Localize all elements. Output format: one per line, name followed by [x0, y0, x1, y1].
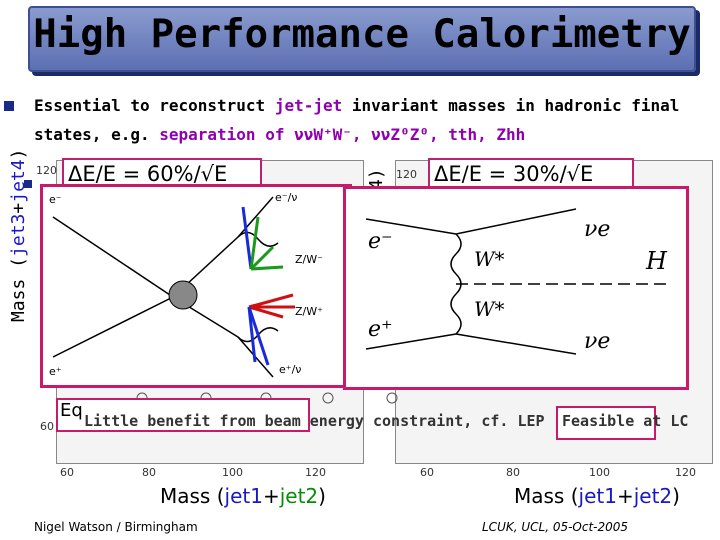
feynman-diagram-higgs: e⁻ e⁺ W* W* νe νe H — [343, 186, 689, 390]
left-x-axis-label: Mass (jet1+jet2) — [160, 484, 326, 508]
left-x-tick-120: 120 — [305, 466, 326, 479]
left-y-tick-top: 120 — [36, 164, 57, 177]
feynman-left-label-enu-top: e⁻/ν — [275, 191, 298, 204]
right-x-tick-120: 120 — [675, 466, 696, 479]
title-banner — [28, 6, 696, 72]
feynman-right-label-wstar-top: W* — [474, 247, 505, 271]
left-x-tick-80: 80 — [142, 466, 156, 479]
overlay-feasible-text: Feasible at LC — [562, 412, 689, 430]
feynman-right-label-nue-bottom: νe — [584, 329, 611, 354]
bullet-marker — [4, 101, 14, 111]
right-x-tick-100: 100 — [589, 466, 610, 479]
overlay-feasible-box — [556, 406, 656, 440]
page-title: High Performance Calorimetry — [33, 12, 691, 57]
right-x-tick-80: 80 — [506, 466, 520, 479]
feynman-left-label-zw-plus: Z/W⁺ — [295, 305, 323, 318]
bullet-line-1: Essential to reconstruct jet-jet invaria… — [34, 96, 680, 115]
footer-author: Nigel Watson / Birmingham — [34, 520, 198, 534]
left-y-tick-bottom: 60 — [40, 420, 54, 433]
left-x-tick-60: 60 — [60, 466, 74, 479]
left-x-tick-100: 100 — [222, 466, 243, 479]
feynman-right-label-higgs: H — [646, 247, 667, 275]
feynman-left-label-zw-minus: Z/W⁻ — [295, 253, 323, 266]
resolution-30-label: ΔE/E = 30%/√E — [428, 158, 634, 190]
right-y-tick-top: 120 — [396, 168, 417, 181]
right-x-tick-60: 60 — [420, 466, 434, 479]
feynman-diagram-right-svg — [365, 208, 666, 355]
bullet-marker-2 — [24, 180, 32, 188]
feynman-right-label-eplus: e⁺ — [368, 317, 393, 342]
feynman-right-label-eminus: e⁻ — [368, 229, 393, 254]
footer-venue-date: LCUK, UCL, 05-Oct-2005 — [482, 520, 629, 534]
feynman-left-label-eplus: e⁺ — [49, 365, 62, 378]
feynman-diagram-left-svg — [52, 196, 295, 378]
feynman-left-label-enu-bottom: e⁺/ν — [279, 363, 302, 376]
left-y-axis-label: Mass (jet3+jet4) — [8, 148, 29, 322]
feynman-right-label-wstar-bottom: W* — [474, 297, 505, 321]
overlay-little-benefit-text: Little benefit from beam energy constrai… — [84, 412, 545, 430]
bullet-line-2: states, e.g. separation of ννW⁺W⁻, ννZ⁰Z… — [34, 125, 526, 144]
overlay-eq-text: Eq — [60, 400, 83, 421]
feynman-left-label-eminus: e⁻ — [49, 193, 62, 206]
overlay-eq-box — [56, 398, 310, 432]
right-x-axis-label: Mass (jet1+jet2) — [514, 484, 680, 508]
feynman-diagram-ww-zz: e⁻ e⁺ e⁻/ν Z/W⁻ Z/W⁺ e⁺/ν — [40, 184, 352, 388]
feynman-right-label-nue-top: νe — [584, 217, 611, 242]
